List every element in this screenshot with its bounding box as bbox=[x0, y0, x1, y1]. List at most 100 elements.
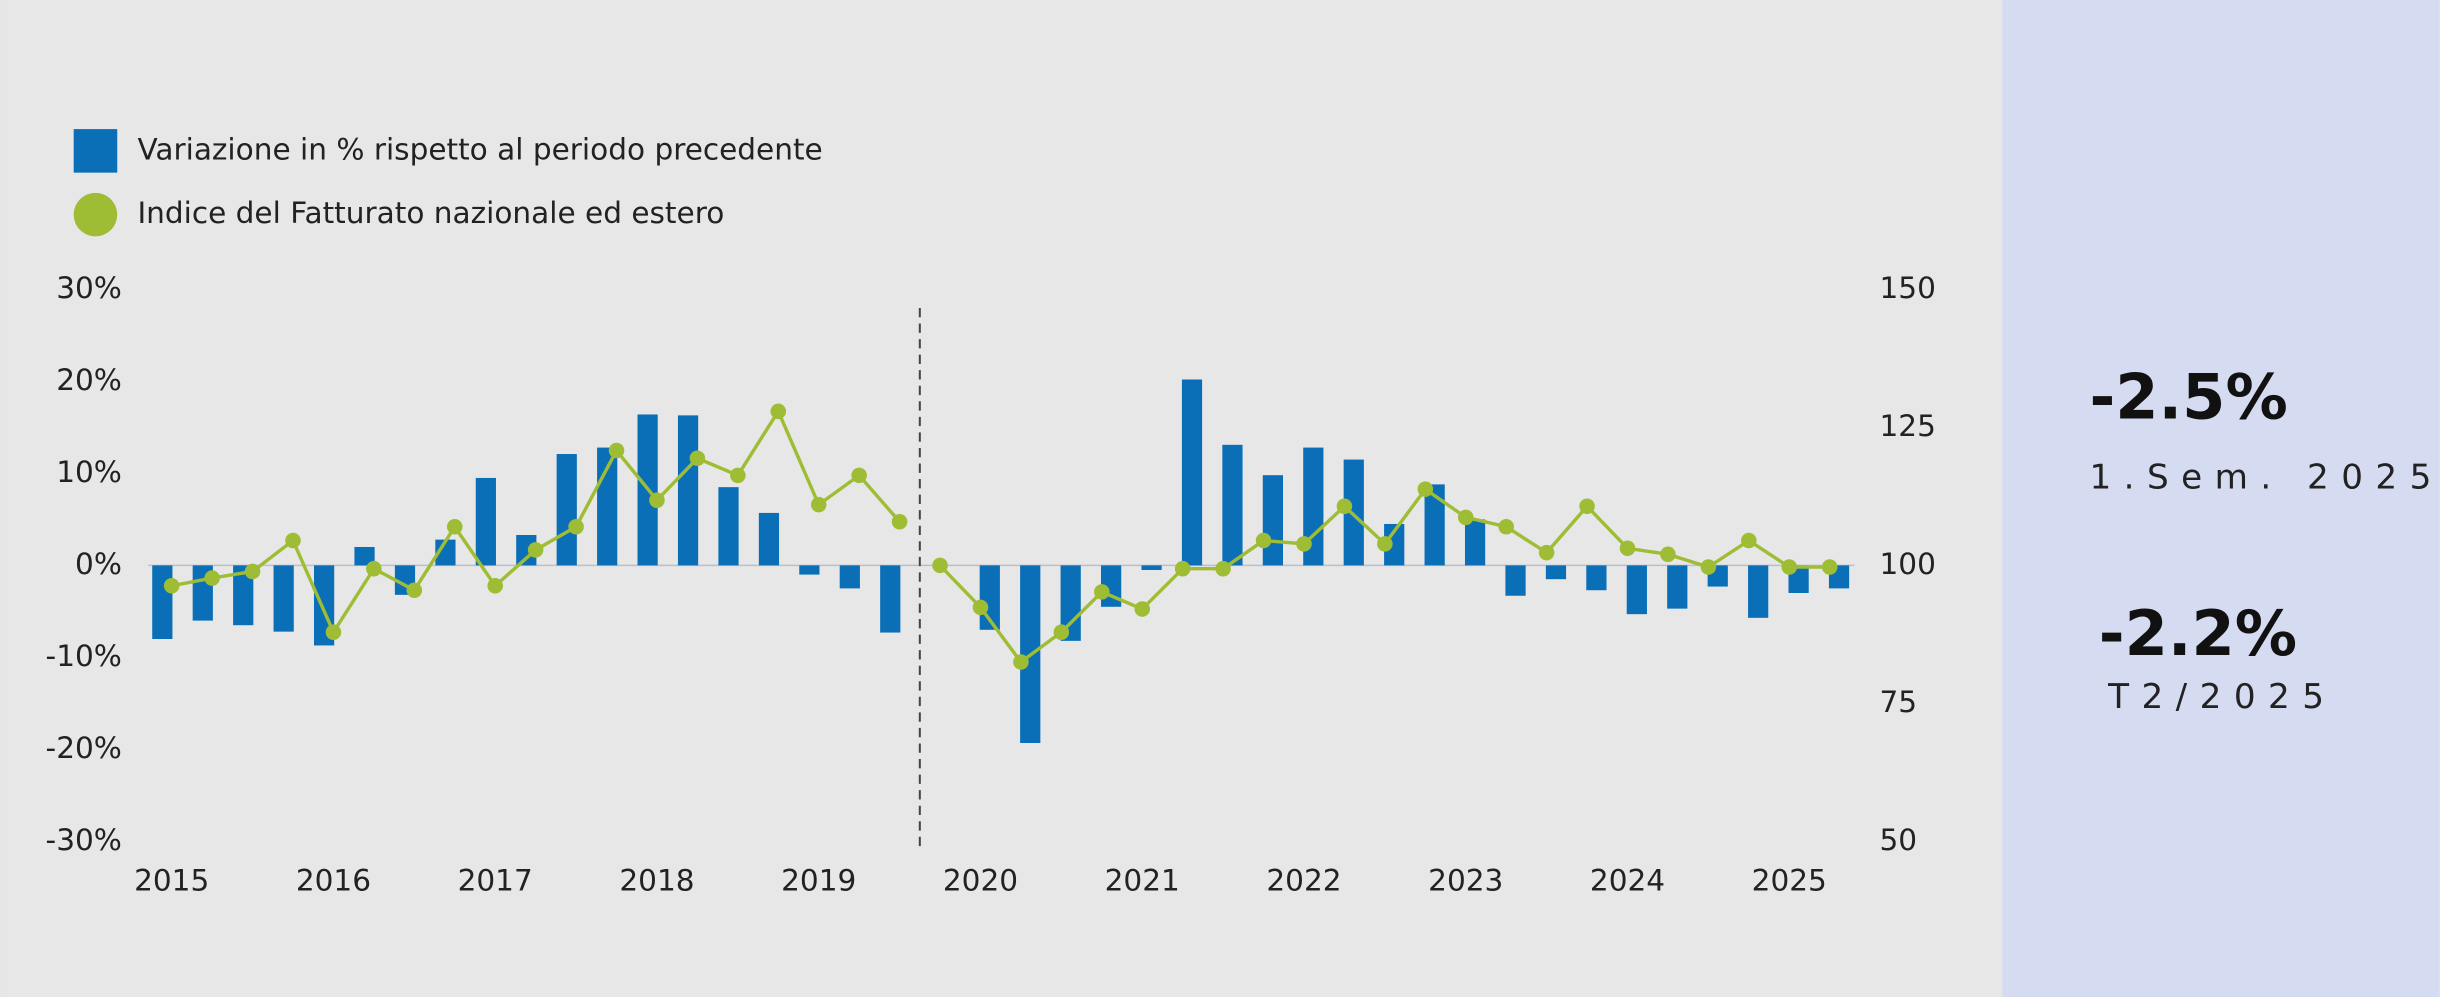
line-point bbox=[1296, 536, 1312, 552]
line-point bbox=[1538, 544, 1555, 561]
x-tick-label: 2024 bbox=[1590, 863, 1665, 897]
bar bbox=[354, 546, 375, 566]
line-point bbox=[1781, 559, 1798, 575]
bar bbox=[1060, 565, 1081, 641]
y-tick-label: 20% bbox=[56, 363, 122, 397]
bar bbox=[1667, 565, 1688, 609]
y2-tick-label: 100 bbox=[1879, 547, 1935, 581]
line-point bbox=[1215, 560, 1231, 577]
line-point bbox=[891, 513, 908, 530]
legend-label: Variazione in % rispetto al periodo prec… bbox=[137, 132, 822, 166]
line-point bbox=[1700, 559, 1717, 575]
y-tick-label: 0% bbox=[75, 547, 122, 581]
line-point bbox=[1417, 481, 1434, 497]
line-point bbox=[649, 492, 665, 509]
x-tick-label: 2022 bbox=[1266, 863, 1341, 897]
legend-label: Indice del Fatturato nazionale ed estero bbox=[137, 196, 724, 230]
bar bbox=[556, 454, 577, 566]
bar bbox=[152, 565, 173, 640]
line-point bbox=[1619, 540, 1636, 557]
y2-tick-label: 150 bbox=[1879, 271, 1935, 305]
line-point bbox=[1255, 532, 1272, 549]
x-tick-label: 2020 bbox=[943, 863, 1018, 897]
bar bbox=[1505, 565, 1526, 596]
x-tick-label: 2015 bbox=[134, 863, 209, 897]
x-tick-label: 2018 bbox=[619, 863, 694, 897]
bar bbox=[1586, 565, 1607, 591]
bar bbox=[1343, 459, 1364, 566]
x-tick-label: 2016 bbox=[296, 863, 371, 897]
x-tick-label: 2021 bbox=[1105, 863, 1180, 897]
x-tick-label: 2019 bbox=[781, 863, 856, 897]
line-point bbox=[1053, 624, 1070, 640]
y-tick-label: -30% bbox=[46, 823, 122, 857]
bar bbox=[839, 565, 860, 589]
bar bbox=[1545, 565, 1567, 580]
line-point bbox=[851, 467, 867, 484]
line-point bbox=[366, 560, 382, 577]
line-point bbox=[1579, 498, 1595, 515]
y2-tick-label: 125 bbox=[1879, 409, 1935, 443]
bar bbox=[1384, 523, 1405, 566]
bar bbox=[475, 477, 496, 566]
line-point bbox=[527, 542, 544, 558]
kpi-value: -2.5% bbox=[2089, 360, 2287, 433]
bar bbox=[677, 415, 699, 566]
line-point bbox=[446, 518, 463, 535]
kpi-value: -2.2% bbox=[2099, 597, 2297, 670]
line-point bbox=[972, 599, 989, 616]
bar bbox=[273, 565, 294, 632]
bar bbox=[880, 565, 901, 633]
line-point bbox=[608, 442, 625, 459]
line-point bbox=[163, 578, 180, 594]
bar bbox=[1222, 444, 1243, 566]
line-point bbox=[730, 467, 746, 484]
bar bbox=[718, 487, 739, 566]
line-point bbox=[325, 624, 342, 640]
line-point bbox=[204, 570, 220, 586]
y2-tick-label: 75 bbox=[1879, 685, 1917, 719]
line-point bbox=[1457, 509, 1474, 526]
kpi-label: 1.Sem. 2025 bbox=[2089, 458, 2440, 498]
bar bbox=[1181, 379, 1203, 566]
x-tick-label: 2023 bbox=[1428, 863, 1503, 897]
line-point bbox=[1094, 584, 1110, 600]
line-point bbox=[1660, 546, 1676, 563]
line-point bbox=[1013, 654, 1029, 670]
bar bbox=[233, 565, 254, 626]
line-point bbox=[932, 557, 948, 574]
line-point bbox=[1134, 601, 1151, 617]
line-point bbox=[1741, 532, 1757, 549]
bar bbox=[1464, 519, 1486, 566]
y-tick-label: 30% bbox=[56, 271, 122, 305]
y-tick-label: -10% bbox=[46, 639, 122, 673]
line-point bbox=[770, 403, 787, 420]
bar bbox=[435, 539, 456, 566]
y2-tick-label: 50 bbox=[1879, 823, 1917, 857]
bar bbox=[1626, 565, 1647, 615]
line-point bbox=[1174, 560, 1191, 577]
kpi-panel bbox=[2002, 0, 2440, 997]
line-point bbox=[1377, 536, 1393, 552]
bar bbox=[1141, 565, 1162, 570]
line-point bbox=[406, 582, 423, 599]
line-point bbox=[1336, 498, 1353, 515]
bar bbox=[1262, 475, 1283, 566]
bar bbox=[516, 535, 537, 566]
line-point bbox=[568, 518, 584, 535]
bar bbox=[799, 565, 820, 575]
bar bbox=[1748, 565, 1769, 618]
legend-swatch bbox=[73, 129, 118, 173]
kpi-label: T2/2025 bbox=[2107, 677, 2336, 717]
x-tick-label: 2017 bbox=[458, 863, 533, 897]
y-tick-label: 10% bbox=[56, 455, 122, 489]
x-tick-label: 2025 bbox=[1752, 863, 1827, 897]
line-point bbox=[1821, 559, 1838, 575]
line-point bbox=[244, 563, 261, 580]
line-point bbox=[689, 450, 706, 467]
line-point bbox=[285, 532, 301, 549]
line-point bbox=[1498, 518, 1514, 535]
line-point bbox=[810, 496, 827, 513]
bar bbox=[758, 512, 780, 566]
